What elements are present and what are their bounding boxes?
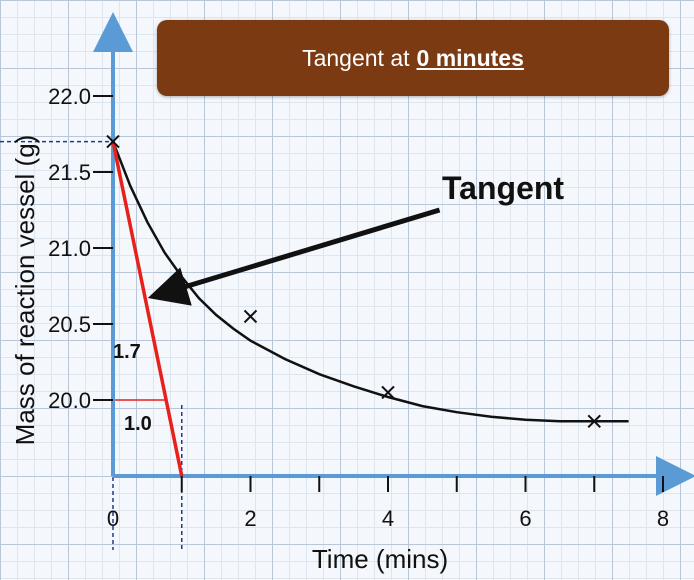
y-axis-title: Mass of reaction vessel (g) bbox=[10, 135, 40, 446]
x-axis-title: Time (mins) bbox=[312, 544, 448, 574]
axes bbox=[93, 12, 694, 496]
y-tick-label-22: 22.0 bbox=[48, 84, 91, 109]
annotation-layer bbox=[147, 207, 441, 306]
banner-prefix: Tangent at bbox=[302, 44, 410, 71]
x-tick-label-2: 2 bbox=[244, 506, 256, 531]
x-tick-label-0: 0 bbox=[107, 506, 119, 531]
run-label: 1.0 bbox=[124, 413, 152, 435]
data-point-1 bbox=[243, 309, 258, 324]
y-tick-label-21.5: 21.5 bbox=[48, 160, 91, 185]
decay-curve bbox=[111, 141, 629, 423]
ticks: 0 2 4 6 8 20.0 20.5 21.0 21.5 22.0 bbox=[48, 84, 669, 531]
rise-label: 1.7 bbox=[113, 341, 141, 363]
data-point-0 bbox=[106, 134, 120, 149]
annotation-arrow bbox=[147, 207, 441, 306]
title-banner: Tangent at 0 minutes bbox=[157, 20, 669, 96]
banner-emphasis: 0 minutes bbox=[416, 44, 524, 71]
y-tick-label-21: 21.0 bbox=[48, 236, 91, 261]
tangent-layer bbox=[111, 141, 184, 477]
data-point-2 bbox=[381, 385, 395, 400]
curve-layer bbox=[111, 141, 629, 423]
data-points bbox=[106, 134, 601, 428]
y-tick-label-20.5: 20.5 bbox=[48, 312, 91, 337]
tangent-line bbox=[111, 141, 184, 477]
x-tick-label-6: 6 bbox=[519, 506, 531, 531]
y-tick-label-20: 20.0 bbox=[48, 388, 91, 413]
x-tick-label-4: 4 bbox=[382, 506, 394, 531]
tangent-annotation: Tangent bbox=[442, 170, 564, 206]
x-tick-label-8: 8 bbox=[657, 506, 669, 531]
data-point-3 bbox=[587, 414, 601, 428]
